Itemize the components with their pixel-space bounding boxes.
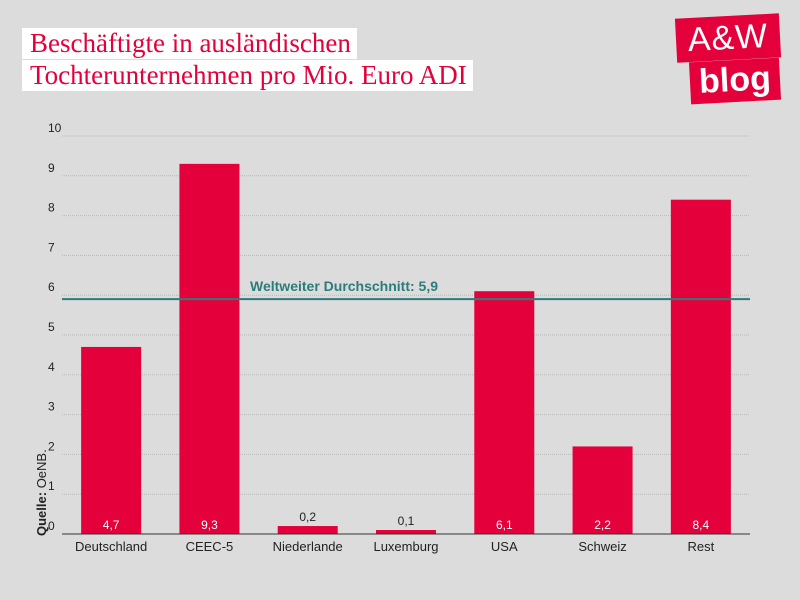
data-label: 6,1: [496, 518, 513, 532]
chart-title-line-1: Beschäftigte in ausländischen: [22, 28, 357, 59]
y-tick-label: 10: [48, 121, 62, 135]
data-label: 0,1: [398, 514, 415, 528]
bar: [670, 199, 731, 534]
y-tick-label: 1: [48, 479, 55, 493]
bar: [81, 346, 142, 534]
bar: [572, 446, 633, 534]
bar: [376, 530, 436, 534]
data-label: 0,2: [299, 510, 316, 524]
source-label: Quelle:: [34, 491, 49, 536]
bar: [474, 291, 535, 534]
y-tick-label: 8: [48, 201, 55, 215]
average-line-label: Weltweiter Durchschnitt: 5,9: [250, 278, 438, 294]
x-tick-label: Deutschland: [75, 539, 147, 554]
chart-title: Beschäftigte in ausländischen Tochterunt…: [22, 28, 473, 91]
source-note: Quelle: OeNB.: [34, 449, 49, 536]
y-tick-label: 6: [48, 280, 55, 294]
y-tick-label: 4: [48, 360, 55, 374]
chart-title-line-2: Tochterunternehmen pro Mio. Euro ADI: [22, 60, 473, 91]
x-tick-label: Schweiz: [578, 539, 626, 554]
x-tick-label: CEEC-5: [186, 539, 234, 554]
x-tick-label: Luxemburg: [373, 539, 438, 554]
data-label: 4,7: [103, 518, 120, 532]
data-label: 8,4: [693, 518, 710, 532]
y-tick-label: 2: [48, 439, 55, 453]
y-tick-label: 0: [48, 519, 55, 533]
y-tick-label: 5: [48, 320, 55, 334]
y-tick-label: 9: [48, 161, 55, 175]
x-tick-label: USA: [491, 539, 518, 554]
data-label: 2,2: [594, 518, 611, 532]
y-tick-label: 3: [48, 400, 55, 414]
x-tick-label: Niederlande: [273, 539, 343, 554]
bar: [179, 163, 240, 535]
x-tick-label: Rest: [687, 539, 714, 554]
data-label: 9,3: [201, 518, 218, 532]
source-text: OeNB.: [34, 449, 49, 492]
bar: [277, 526, 338, 534]
y-tick-label: 7: [48, 240, 55, 254]
